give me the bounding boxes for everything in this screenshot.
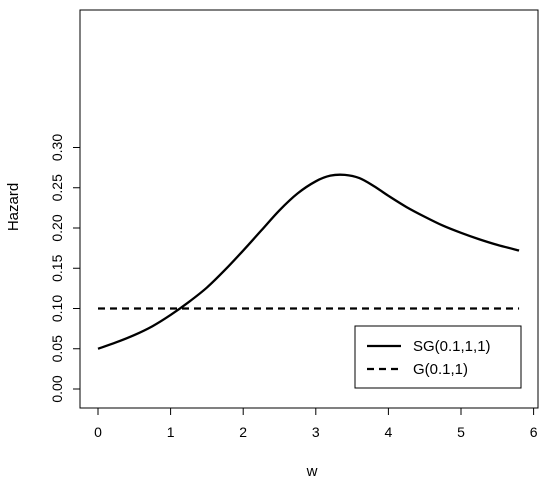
y-axis: 0.00 0.05 0.10 0.15 0.20 0.25 0.30: [49, 134, 81, 403]
y-axis-label: Hazard: [5, 183, 22, 231]
series-line-0: [97, 173, 520, 350]
x-tick-label: 6: [530, 424, 538, 440]
x-tick-label: 2: [239, 424, 247, 440]
x-tick-label: 1: [167, 424, 175, 440]
y-tick-label: 0.25: [49, 174, 65, 201]
x-tick-label: 0: [94, 424, 102, 440]
y-tick-label: 0.05: [49, 335, 65, 362]
y-tick-label: 0.10: [49, 295, 65, 322]
y-tick-label: 0.15: [49, 254, 65, 281]
x-axis: 0 1 2 3 4 5 6: [94, 407, 538, 440]
x-axis-label: w: [306, 463, 318, 480]
y-tick-label: 0.00: [49, 375, 65, 402]
legend-label-g: G(0.1,1): [413, 361, 468, 378]
legend: SG(0.1,1,1) G(0.1,1): [354, 325, 522, 389]
legend-box: [354, 325, 522, 389]
y-tick-label: 0.30: [49, 134, 65, 161]
x-tick-label: 4: [385, 424, 393, 440]
x-tick-label: 3: [312, 424, 320, 440]
x-tick-label: 5: [457, 424, 465, 440]
y-tick-label: 0.20: [49, 214, 65, 241]
series-layer: [97, 173, 520, 350]
legend-label-sg: SG(0.1,1,1): [413, 338, 491, 355]
